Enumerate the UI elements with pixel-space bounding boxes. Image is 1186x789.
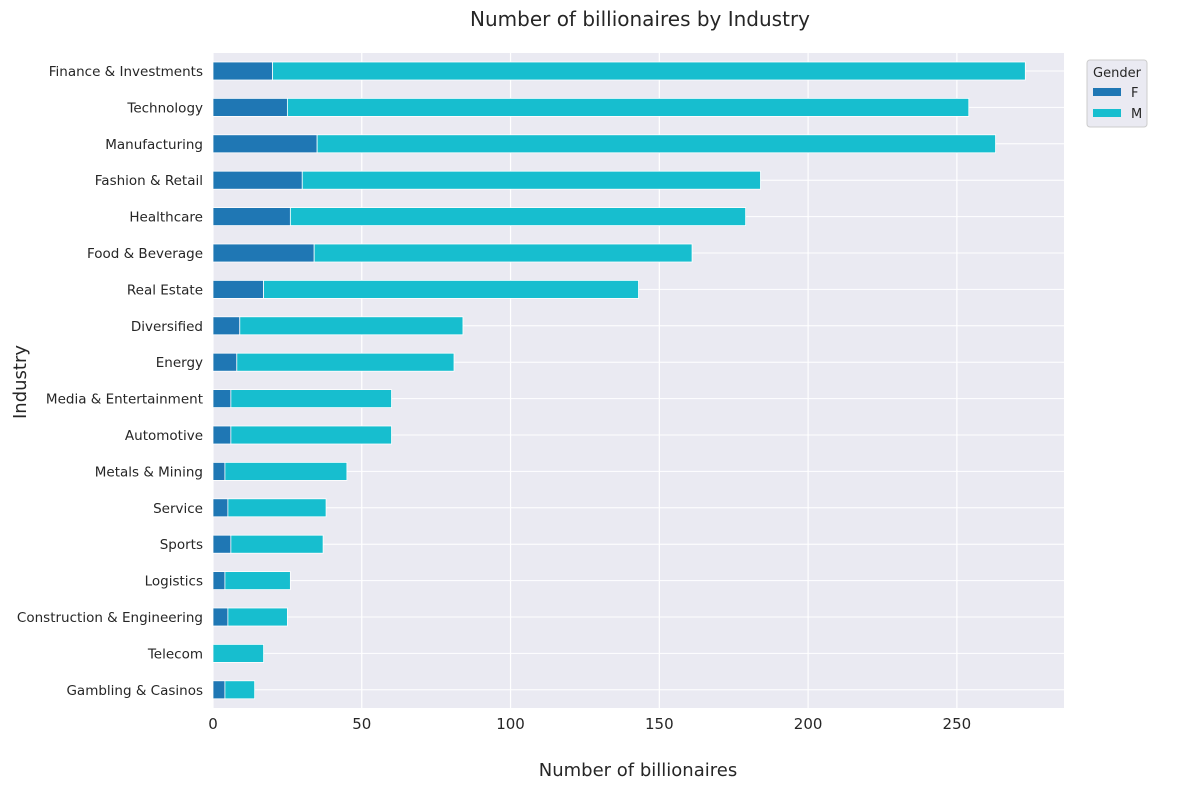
category-label: Service (153, 501, 203, 517)
bar-m-0 (272, 61, 1026, 81)
y-axis-label: Industry (10, 345, 31, 419)
legend-swatch-f (1093, 88, 1121, 96)
bar-m-16 (212, 644, 264, 663)
bar-m-10 (230, 425, 392, 445)
bar-f-3 (212, 170, 303, 190)
category-label: Logistics (145, 574, 203, 590)
legend-swatch-m (1093, 109, 1121, 117)
category-label: Sports (160, 537, 203, 553)
plot-area (213, 53, 1064, 708)
bar-f-12 (212, 498, 229, 518)
category-label: Finance & Investments (49, 64, 203, 80)
bar-m-17 (224, 680, 256, 700)
bar-m-12 (227, 498, 327, 518)
category-label: Energy (156, 355, 203, 371)
legend-title: Gender (1093, 66, 1142, 81)
bar-m-14 (224, 571, 291, 590)
category-label: Real Estate (127, 282, 203, 298)
legend-label-m: M (1131, 107, 1142, 122)
category-label: Manufacturing (105, 137, 203, 153)
bar-m-6 (263, 279, 639, 299)
bar-m-8 (236, 352, 455, 372)
bar-m-3 (301, 170, 761, 190)
legend: Gender F M (1086, 59, 1148, 128)
x-tick-labels: 0 50 100 150 200 250 (208, 715, 971, 733)
category-label: Gambling & Casinos (66, 683, 203, 699)
chart-title: Number of billionaires by Industry (470, 7, 810, 31)
x-tick-label: 150 (645, 715, 674, 733)
category-label: Media & Entertainment (46, 392, 203, 408)
bar-m-11 (224, 461, 348, 481)
category-label: Fashion & Retail (95, 173, 203, 189)
bar-m-2 (316, 134, 996, 154)
category-label: Telecom (147, 646, 203, 662)
bar-f-2 (212, 134, 318, 154)
bar-f-14 (212, 571, 226, 590)
bar-f-5 (212, 243, 315, 263)
bar-m-9 (230, 389, 392, 409)
x-axis-label: Number of billionaires (539, 760, 737, 781)
category-label: Metals & Mining (95, 464, 203, 480)
category-label: Healthcare (129, 210, 203, 226)
category-label: Technology (126, 100, 203, 116)
bars (212, 61, 1026, 700)
legend-label-f: F (1131, 86, 1138, 101)
x-tick-label: 0 (208, 715, 218, 733)
bar-f-17 (212, 680, 226, 700)
bar-f-7 (212, 316, 241, 336)
bar-m-13 (230, 534, 324, 554)
category-label: Automotive (125, 428, 203, 444)
bar-m-4 (289, 207, 747, 227)
x-tick-label: 200 (794, 715, 823, 733)
bar-f-4 (212, 207, 291, 227)
x-tick-label: 100 (496, 715, 525, 733)
bar-f-0 (212, 61, 273, 81)
bar-f-9 (212, 389, 232, 409)
bar-f-8 (212, 352, 238, 372)
category-label: Diversified (131, 319, 203, 335)
bar-m-1 (286, 98, 970, 117)
bar-m-7 (239, 316, 464, 336)
bar-f-6 (212, 279, 264, 299)
x-tick-label: 250 (943, 715, 972, 733)
bar-f-10 (212, 425, 232, 445)
bar-m-5 (313, 243, 693, 263)
bar-f-11 (212, 461, 226, 481)
bar-m-15 (227, 607, 288, 627)
category-labels: Finance & Investments Technology Manufactu… (17, 64, 203, 699)
category-label: Food & Beverage (87, 246, 203, 262)
bar-f-1 (212, 98, 288, 117)
bar-f-15 (212, 607, 229, 627)
bar-f-13 (212, 534, 232, 554)
category-label: Construction & Engineering (17, 610, 203, 626)
x-tick-label: 50 (352, 715, 371, 733)
